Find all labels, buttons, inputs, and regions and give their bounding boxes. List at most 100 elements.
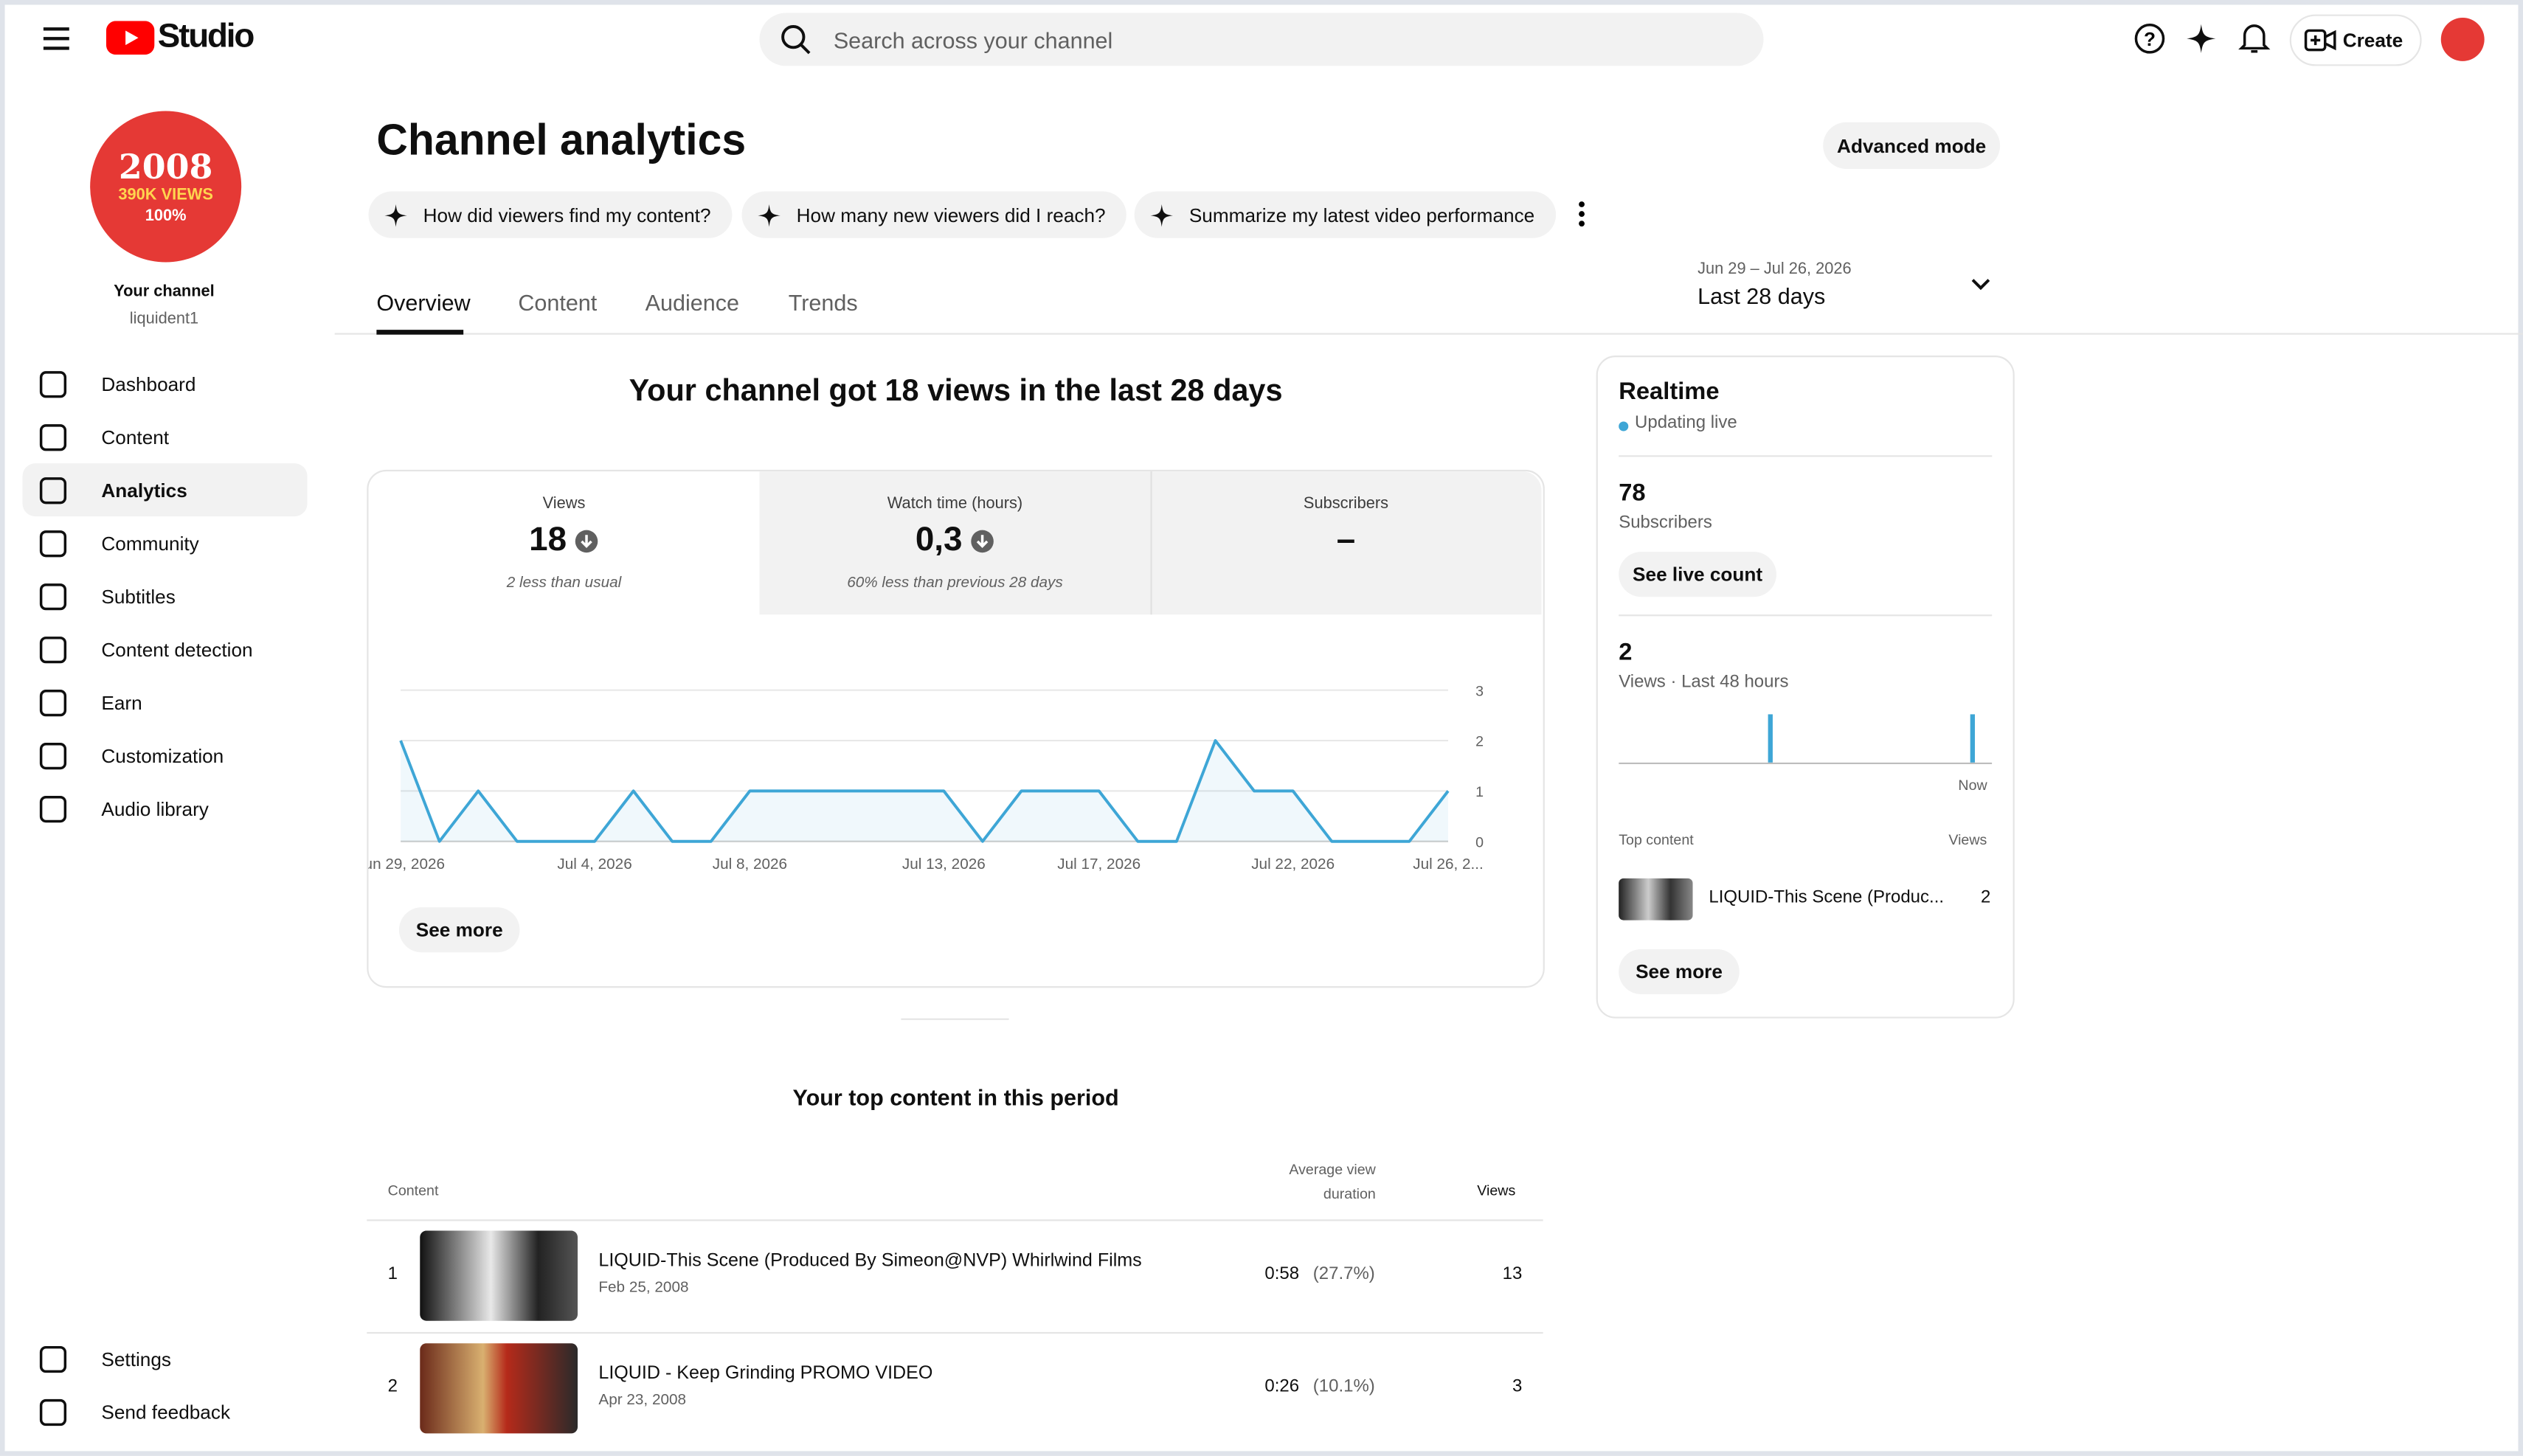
period-picker[interactable]: Last 28 days [1697,282,1826,309]
nav-item[interactable]: Settings [23,1332,308,1385]
tab-underline [376,330,464,335]
nav-item[interactable]: Send feedback [23,1385,308,1438]
y-tick-label: 2 [1475,734,1484,750]
metric-note: 2 less than usual [506,574,622,592]
search-bar[interactable]: Search across your channel [759,13,1764,66]
channel-label: Your channel [114,282,215,301]
nav-label: Settings [101,1347,171,1370]
advanced-mode-button[interactable]: Advanced mode [1823,122,2001,170]
nav-icon [39,530,67,557]
views-column-label: Views [1948,831,1987,848]
nav-item[interactable]: Earn [23,676,308,729]
icon-shape [39,794,67,822]
metric-tab[interactable]: Watch time (hours) 0,3 60% less than previ… [759,471,1150,614]
row-divider [367,1219,1543,1221]
divider [1619,455,1993,457]
realtime-see-more[interactable]: See more [1619,949,1740,994]
nav-icon [39,583,67,610]
youtube-logo[interactable] [105,21,155,55]
nav-item[interactable]: Audio library [23,782,308,835]
column-header: Content [387,1182,439,1199]
y-tick-label: 0 [1475,834,1484,850]
ai-icon [1150,203,1174,226]
notifications-icon[interactable] [2238,21,2271,56]
overview-card [367,469,1545,988]
logo-text[interactable]: Studio [157,17,255,55]
metric-value-row: 0,3 [759,520,1150,562]
bar [1970,714,1976,763]
nav-label: Dashboard [101,372,196,395]
row-title[interactable]: LIQUID - Keep Grinding PROMO VIDEO [598,1364,933,1384]
tab[interactable]: Audience [645,289,739,316]
icon-shape [39,583,67,610]
metric-tab[interactable]: Views 18 2 less than usual [368,471,759,614]
channel-avatar[interactable]: 2008 390K VIEWS 100% [90,111,242,263]
subscriber-count: 78 [1619,479,1646,507]
menu-button[interactable] [42,26,71,52]
icon-shape [39,530,67,557]
account-avatar[interactable] [2440,17,2485,61]
nav-item[interactable]: Subtitles [23,569,308,623]
top-content-title: Your top content in this period [792,1084,1119,1110]
metric-note: 60% less than previous 28 days [847,574,1063,592]
row-rank: 1 [387,1264,398,1284]
row-title[interactable]: LIQUID-This Scene (Produced By Simeon@NV… [598,1251,1142,1272]
down-arrow [575,529,598,552]
nav-label: Content detection [101,637,253,661]
top-item-title[interactable]: LIQUID-This Scene (Produc... [1709,887,1945,908]
suggestion-chip[interactable]: How many new viewers did I reach? [741,191,1126,238]
nav-item[interactable]: Content detection [23,623,308,676]
suggestion-text: Summarize my latest video performance [1188,203,1535,226]
down-arrow [971,529,994,552]
more-menu[interactable] [1575,199,1588,228]
search-placeholder: Search across your channel [833,27,1113,53]
nav-icon [39,741,67,769]
nav-icon [39,1398,67,1426]
top-item-views: 2 [1980,887,1991,908]
nav-item[interactable]: Customization [23,729,308,782]
period-dropdown[interactable] [1970,277,1993,293]
views-chart: 0 1 2 3 Jun 29, 2026 Jul 4, 2026 Jul 8, 2026 Ju… [368,683,1484,873]
ai-icon[interactable] [2185,23,2218,55]
help-icon[interactable]: ? [2133,23,2166,55]
row-thumbnail[interactable] [420,1343,578,1434]
create-label: Create [2342,29,2403,52]
tab[interactable]: Overview [376,289,471,316]
metric-value: 0,3 [915,521,963,558]
y-tick-label: 3 [1475,683,1484,699]
row-thumbnail[interactable] [420,1230,578,1321]
metric-divider [1150,471,1152,615]
nav-item[interactable]: Content [23,410,308,463]
x-tick-label: Jul 13, 2026 [902,856,986,873]
x-tick-label: Jul 22, 2026 [1251,856,1335,873]
x-tick-label: Jul 4, 2026 [557,856,631,873]
tab[interactable]: Trends [788,289,858,316]
create-icon [2304,29,2336,52]
suggestion-chip[interactable]: Summarize my latest video performance [1134,191,1556,238]
tab[interactable]: Content [518,289,598,316]
nav-icon [39,370,67,398]
divider [1619,614,1993,617]
icon-shape [39,741,67,769]
nav-item[interactable]: Analytics [22,463,308,517]
ai-icon [758,203,781,226]
page-title: Channel analytics [376,116,747,164]
column-header: Views [1477,1182,1516,1199]
nav-item[interactable]: Dashboard [23,357,308,410]
nav-item[interactable]: Community [23,516,308,569]
see-live-count-button[interactable]: See live count [1619,552,1776,597]
row-date: Feb 25, 2008 [598,1278,689,1297]
live-dot [1619,421,1629,431]
see-more-button[interactable]: See more [398,907,520,953]
top-item-thumbnail[interactable] [1619,878,1693,921]
metric-tab[interactable]: Subscribers – [1151,471,1542,614]
row-duration: 0:26 [1264,1377,1300,1397]
channel-handle: liquident1 [129,310,199,328]
nav-icon [39,423,67,451]
x-tick-label: Jun 29, 2026 [368,856,445,873]
suggestion-chip[interactable]: How did viewers find my content? [368,191,732,238]
create-button[interactable]: Create [2289,14,2422,66]
x-tick-label: Jul 26, 2... [1413,856,1484,873]
